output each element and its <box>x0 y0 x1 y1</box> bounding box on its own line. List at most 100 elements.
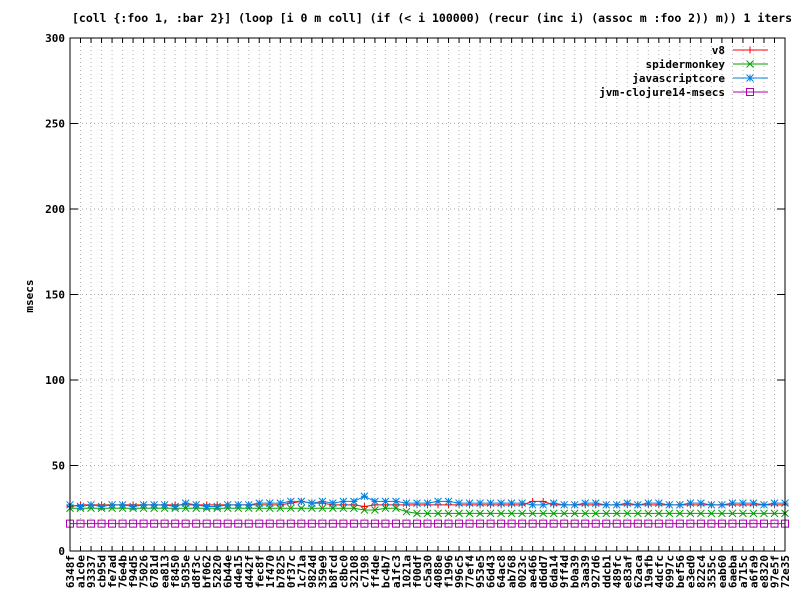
plot-frame <box>69 37 786 552</box>
data-point <box>591 509 600 518</box>
x-tick-label: 359e9 <box>316 555 329 588</box>
data-point <box>739 499 747 507</box>
data-point <box>465 519 474 528</box>
data-point <box>402 519 411 528</box>
series-jvm-clojure14-msecs <box>66 519 789 528</box>
data-point <box>707 500 716 509</box>
data-point <box>770 499 779 507</box>
data-point <box>339 519 348 528</box>
data-point <box>728 499 737 507</box>
data-point <box>738 519 747 528</box>
data-point <box>654 519 663 528</box>
data-point <box>150 519 159 528</box>
data-point <box>486 509 495 518</box>
data-point <box>539 500 548 509</box>
x-tick-label: 6997c <box>663 555 676 588</box>
data-point <box>644 499 653 507</box>
data-point <box>444 519 453 528</box>
data-point <box>328 519 337 528</box>
data-point <box>97 519 106 528</box>
data-point <box>87 519 96 528</box>
data-point <box>623 509 632 518</box>
data-point <box>528 509 537 518</box>
data-point <box>286 497 295 506</box>
data-point <box>507 519 516 528</box>
x-tick-label: 93337 <box>85 555 98 588</box>
data-point <box>171 502 180 511</box>
data-point <box>591 519 600 528</box>
data-point <box>549 519 558 528</box>
data-point <box>455 519 464 528</box>
data-point <box>129 519 138 528</box>
data-point <box>350 497 358 506</box>
data-point <box>434 519 443 528</box>
data-point <box>381 497 390 506</box>
data-point <box>412 519 421 528</box>
data-point <box>486 519 495 528</box>
x-tick-label: 9ff4d <box>558 555 571 588</box>
data-point <box>560 500 569 509</box>
data-point <box>739 509 747 518</box>
data-point <box>360 506 369 514</box>
data-point <box>286 504 295 513</box>
data-point <box>360 519 369 528</box>
x-tick-label: 97e5f <box>768 555 781 588</box>
x-tick-label: f00df <box>411 555 424 588</box>
data-point <box>381 519 390 528</box>
data-point <box>570 509 579 518</box>
data-point <box>633 509 642 518</box>
data-point <box>360 503 368 511</box>
data-point <box>392 497 400 506</box>
data-point <box>644 509 653 518</box>
x-tick-label: 1f470 <box>264 555 277 588</box>
data-point <box>633 500 642 509</box>
legend-label: javascriptcore <box>632 72 725 85</box>
data-point <box>118 500 127 509</box>
legend-label: jvm-clojure14-msecs <box>599 86 725 99</box>
data-point <box>539 509 548 518</box>
data-point <box>444 497 453 506</box>
data-point <box>665 519 674 528</box>
data-point <box>728 519 737 528</box>
x-tick-label: 72e35 <box>779 555 792 588</box>
data-point <box>255 519 264 528</box>
x-axis-ticks: 6348fa1c0e93337cb95dfe7ad76e4bf94d575026… <box>64 38 792 588</box>
x-tick-label: 52820 <box>211 555 224 588</box>
data-point <box>360 492 369 501</box>
data-point <box>507 499 516 507</box>
data-point <box>612 500 621 509</box>
legend-marker <box>746 46 754 54</box>
x-tick-label: 489fc <box>611 555 624 588</box>
x-tick-label: b8fcd <box>327 555 340 588</box>
y-tick-label: 50 <box>52 460 65 473</box>
data-point <box>581 499 590 507</box>
data-point <box>518 499 526 507</box>
x-tick-label: 927d6 <box>590 555 603 588</box>
data-point <box>329 499 337 507</box>
x-tick-label: 4088e <box>432 555 445 588</box>
data-point <box>486 499 495 507</box>
data-point <box>665 509 674 518</box>
x-tick-label: c7198 <box>358 555 371 588</box>
data-point <box>370 519 379 528</box>
data-point <box>718 509 726 518</box>
data-point <box>665 500 674 509</box>
data-point <box>139 519 148 528</box>
series-spidermonkey <box>66 504 789 518</box>
x-tick-label: bef56 <box>674 555 687 588</box>
x-tick-label: f94d5 <box>127 555 140 588</box>
legend-marker <box>746 74 754 82</box>
x-tick-label: bf062 <box>201 555 214 588</box>
data-point <box>760 500 768 509</box>
data-point <box>76 502 85 511</box>
x-tick-label: e8320 <box>758 555 771 588</box>
data-point <box>686 499 695 507</box>
data-point <box>160 519 169 528</box>
data-point <box>581 509 590 518</box>
data-point <box>696 519 705 528</box>
data-point <box>528 500 537 509</box>
data-point <box>150 500 158 509</box>
x-tick-label: d6dd7 <box>537 555 550 588</box>
x-tick-label: 4dcfc <box>653 555 666 588</box>
x-tick-label: 9824d <box>306 555 319 588</box>
